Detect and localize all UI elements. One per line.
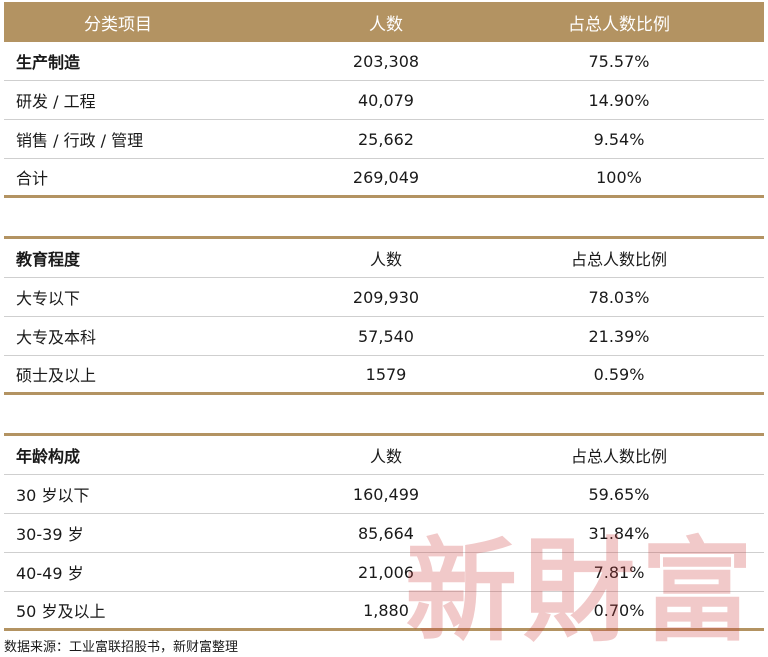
header-count: 人数 [369,14,403,35]
cell-count: 1579 [365,364,407,384]
header-ratio: 占总人数比例 [570,447,667,466]
table-row: 销售 / 行政 / 管理 25,662 9.54% [4,120,764,159]
table-row: 30 岁以下 160,499 59.65% [4,475,764,514]
table-header-row: 年龄构成 人数 占总人数比例 [4,433,764,475]
cell-ratio: 78.03% [588,287,650,307]
table-row: 生产制造 203,308 75.57% [4,42,764,81]
cell-label: 销售 / 行政 / 管理 [16,131,144,150]
header-count: 人数 [369,250,402,269]
table-row: 50 岁及以上 1,880 0.70% [4,592,764,631]
cell-label: 生产制造 [16,53,81,72]
table-row-total: 合计 269,049 100% [4,159,764,198]
table-row: 大专以下 209,930 78.03% [4,278,764,317]
cell-ratio: 9.54% [593,129,645,149]
cell-ratio: 31.84% [588,523,650,543]
cell-ratio: 14.90% [588,90,650,110]
cell-ratio: 0.59% [593,364,645,384]
cell-count: 40,079 [358,90,414,110]
header-count: 人数 [369,447,402,466]
cell-count: 160,499 [352,484,420,504]
table-row: 硕士及以上 1579 0.59% [4,356,764,395]
cell-ratio: 59.65% [588,484,650,504]
cell-label: 合计 [16,169,49,188]
cell-count: 203,308 [352,51,420,71]
table-age: 年龄构成 人数 占总人数比例 30 岁以下 160,499 59.65% 30-… [4,433,764,631]
cell-ratio: 0.70% [593,600,645,620]
header-age: 年龄构成 [16,447,81,466]
header-education: 教育程度 [16,250,81,269]
cell-count: 57,540 [358,326,414,346]
table-job-category: 分类项目 人数 占总人数比例 生产制造 203,308 75.57% 研发 / … [4,2,764,198]
cell-label: 30-39 岁 [16,525,84,544]
cell-label: 50 岁及以上 [16,602,106,621]
cell-label: 硕士及以上 [16,366,97,385]
data-source-note: 数据来源：工业富联招股书，新财富整理 [4,640,239,655]
table-row: 研发 / 工程 40,079 14.90% [4,81,764,120]
table-row: 大专及本科 57,540 21.39% [4,317,764,356]
cell-count: 269,049 [352,167,420,187]
cell-label: 30 岁以下 [16,486,90,505]
cell-count: 209,930 [352,287,420,307]
cell-count: 1,880 [363,600,409,620]
cell-label: 大专以下 [16,289,81,308]
cell-count: 21,006 [358,562,414,582]
cell-ratio: 21.39% [588,326,650,346]
cell-ratio: 7.81% [593,562,645,582]
cell-label: 研发 / 工程 [16,92,96,111]
table-education: 教育程度 人数 占总人数比例 大专以下 209,930 78.03% 大专及本科… [4,236,764,395]
table-header-row: 分类项目 人数 占总人数比例 [4,2,764,42]
header-category: 分类项目 [84,14,152,35]
cell-count: 25,662 [358,129,414,149]
table-row: 40-49 岁 21,006 7.81% [4,553,764,592]
header-ratio: 占总人数比例 [570,250,667,269]
cell-label: 大专及本科 [16,328,97,347]
cell-count: 85,664 [358,523,414,543]
table-header-row: 教育程度 人数 占总人数比例 [4,236,764,278]
table-row: 30-39 岁 85,664 31.84% [4,514,764,553]
cell-ratio: 100% [596,167,642,187]
header-ratio: 占总人数比例 [568,14,670,35]
cell-label: 40-49 岁 [16,564,84,583]
cell-ratio: 75.57% [588,51,650,71]
